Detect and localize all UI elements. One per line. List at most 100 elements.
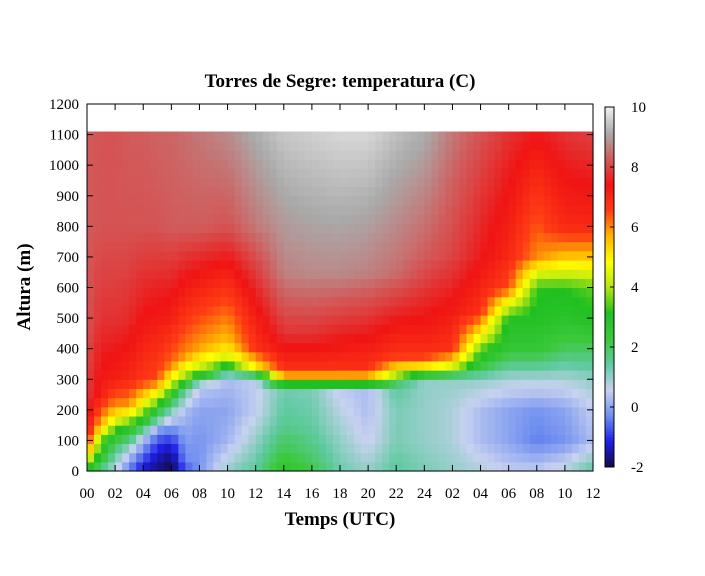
heatmap-cell <box>368 379 376 390</box>
heatmap-cell <box>213 315 222 325</box>
heatmap-cell <box>424 149 432 160</box>
heatmap-cell <box>396 241 404 252</box>
heatmap-cell <box>585 186 594 197</box>
heatmap-cell <box>262 250 271 261</box>
heatmap-cell <box>332 204 341 215</box>
y-tick-label: 100 <box>57 433 80 449</box>
heatmap-cell <box>262 351 271 362</box>
heatmap-cell <box>431 214 439 224</box>
chart-title: Torres de Segre: temperatura (C) <box>205 71 476 92</box>
heatmap-cell <box>122 415 130 426</box>
heatmap-cell <box>361 131 369 142</box>
heatmap-cell <box>276 269 285 279</box>
heatmap-cell <box>311 434 320 445</box>
heatmap-cell <box>431 186 439 197</box>
heatmap-cell <box>501 360 510 371</box>
heatmap-cell <box>206 434 215 445</box>
heatmap-cell <box>494 370 503 380</box>
heatmap-cell <box>199 259 208 270</box>
heatmap-cell <box>389 232 397 243</box>
heatmap-cell <box>234 149 243 160</box>
colorbar-segment <box>605 446 614 450</box>
heatmap-cell <box>276 250 285 261</box>
heatmap-cell <box>164 232 172 243</box>
heatmap-cell <box>311 241 320 252</box>
heatmap-cell <box>480 250 489 261</box>
heatmap-cell <box>241 177 250 188</box>
heatmap-cell <box>536 250 545 261</box>
heatmap-cell <box>199 287 208 298</box>
heatmap-cell <box>424 351 432 362</box>
heatmap-cell <box>332 250 341 261</box>
heatmap-cell <box>164 241 172 252</box>
heatmap-cell <box>543 214 552 224</box>
heatmap-cell <box>557 250 566 261</box>
heatmap-cell <box>389 259 397 270</box>
colorbar-segment <box>605 281 614 285</box>
heatmap-cell <box>178 388 186 399</box>
heatmap-cell <box>262 149 271 160</box>
heatmap-cell <box>318 397 327 408</box>
heatmap-cell <box>171 259 179 270</box>
heatmap-cell <box>206 324 215 334</box>
heatmap-cell <box>129 324 137 334</box>
heatmap-cell <box>382 315 390 325</box>
heatmap-cell <box>487 269 496 279</box>
heatmap-cell <box>213 168 222 178</box>
heatmap-cell <box>192 168 201 178</box>
heatmap-cell <box>227 415 236 426</box>
heatmap-cell <box>171 406 179 417</box>
heatmap-cell <box>255 351 264 362</box>
heatmap-cell <box>445 397 454 408</box>
heatmap-cell <box>122 131 130 142</box>
heatmap-cell <box>361 195 369 206</box>
heatmap-cell <box>143 324 151 334</box>
heatmap-cell <box>311 296 320 307</box>
heatmap-cell <box>578 186 587 197</box>
heatmap-cell <box>304 425 313 435</box>
heatmap-cell <box>466 168 475 178</box>
heatmap-cell <box>410 452 418 463</box>
heatmap-cell <box>101 351 109 362</box>
heatmap-cell <box>143 406 151 417</box>
heatmap-cell <box>101 360 109 371</box>
heatmap-cell <box>94 370 102 380</box>
heatmap-cell <box>143 397 151 408</box>
heatmap-cell <box>206 296 215 307</box>
heatmap-cell <box>445 241 454 252</box>
heatmap-cell <box>234 305 243 316</box>
heatmap-cell <box>340 259 348 270</box>
heatmap-cell <box>276 232 285 243</box>
colorbar-segment <box>605 251 614 255</box>
heatmap-cell <box>564 305 573 316</box>
colorbar-segment <box>605 164 614 168</box>
heatmap-cell <box>213 342 222 353</box>
colorbar-segment <box>605 443 614 447</box>
heatmap-cell <box>494 406 503 417</box>
heatmap-cell <box>452 214 461 224</box>
heatmap-cell <box>290 195 299 206</box>
heatmap-cell <box>452 186 461 197</box>
heatmap-cell <box>375 204 383 215</box>
heatmap-cell <box>185 415 194 426</box>
heatmap-cell <box>410 259 418 270</box>
heatmap-cell <box>143 342 151 353</box>
heatmap-cell <box>234 351 243 362</box>
heatmap-cell <box>262 342 271 353</box>
heatmap-cell <box>578 149 587 160</box>
heatmap-cell <box>410 342 418 353</box>
heatmap-cell <box>171 250 179 261</box>
heatmap-cell <box>515 204 524 215</box>
heatmap-cell <box>297 388 306 399</box>
heatmap-cell <box>522 370 531 380</box>
heatmap-cell <box>501 250 510 261</box>
heatmap-cell <box>354 177 362 188</box>
heatmap-cell <box>143 186 151 197</box>
heatmap-cell <box>550 415 559 426</box>
colorbar-segment <box>605 305 614 309</box>
heatmap-cell <box>115 168 123 178</box>
heatmap-cell <box>297 204 306 215</box>
heatmap-cell <box>571 434 580 445</box>
heatmap-cell <box>262 296 271 307</box>
heatmap-cell <box>297 406 306 417</box>
